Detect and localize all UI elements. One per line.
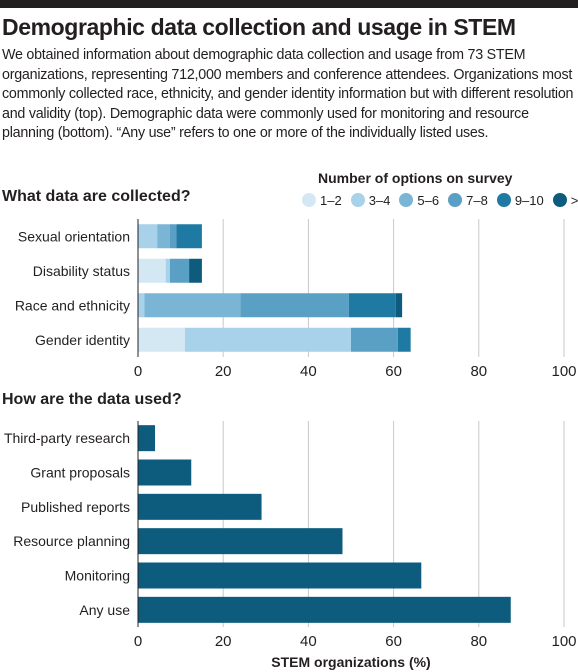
x-tick-label: 100 [551,633,576,650]
bar-segment [138,327,185,352]
bar-segment [397,327,411,352]
legend-item: 5–6 [399,193,439,208]
bar-segment [169,224,177,249]
bar [138,425,156,452]
bar-segment [348,293,396,318]
description: We obtained information about demographi… [2,47,574,142]
bottom-chart-title: How are the data used? [2,391,182,408]
bar-segment [351,327,398,352]
category-label: Monitoring [65,568,130,584]
x-tick-label: 80 [470,633,487,650]
x-tick-label: 20 [215,363,232,380]
x-tick-label: 60 [385,363,402,380]
category-label: Third-party research [4,430,130,446]
bar-segment [157,224,170,249]
category-label: Grant proposals [30,465,130,481]
legend-swatch [350,193,365,207]
bar [138,528,343,555]
legend-item: 1–2 [302,193,342,208]
legend-label: 1–2 [320,192,342,208]
x-tick-label: 80 [470,363,487,380]
legend-swatch [399,193,414,207]
bar-segment [184,327,351,352]
x-axis-label: STEM organizations (%) [271,654,431,670]
legend-swatch [496,193,511,207]
x-tick-label: 40 [300,363,317,380]
legend-label: 9–10 [514,192,544,208]
bar-segment [138,293,145,318]
legend-swatch [448,193,463,207]
top-chart-title: What data are collected? [2,188,191,205]
bar-segment [144,293,241,318]
bar [138,562,422,589]
x-tick-label: 20 [215,633,232,650]
category-label: Disability status [33,263,130,279]
bar-segment [138,224,158,249]
bar [138,493,262,520]
legend-item: 7–8 [448,193,488,208]
bar-segment [189,258,202,283]
x-tick-label: 40 [300,633,317,650]
category-label: Any use [79,602,130,618]
x-tick-label: 0 [134,363,142,380]
x-tick-label: 100 [551,363,576,380]
legend-label: >10 [570,192,578,208]
page-title: Demographic data collection and usage in… [2,14,516,40]
legend-item: >10 [552,192,578,208]
legend-label: 5–6 [417,192,440,208]
category-label: Resource planning [13,533,130,549]
category-label: Gender identity [35,332,130,348]
bar-segment [138,258,166,283]
bar-segment [176,224,202,249]
bar-segment [165,258,170,283]
bar-segment [395,293,403,318]
legend-title: Number of options on survey [318,170,513,186]
legend-label: 7–8 [466,192,488,208]
bar [138,596,511,623]
x-tick-label: 0 [134,633,142,650]
legend-item: 9–10 [496,192,544,208]
category-label: Race and ethnicity [15,297,130,313]
legend-swatch [302,193,316,207]
title-rule [0,0,578,8]
legend-item: 3–4 [350,192,391,208]
category-label: Published reports [21,499,130,515]
legend: 1–2 3–4 5–6 7–8 9–10 >10 [302,190,578,210]
bar-segment [240,293,349,318]
category-label: Sexual orientation [18,228,130,244]
bar-segment [169,258,190,283]
x-tick-label: 60 [385,633,402,650]
legend-label: 3–4 [368,192,391,208]
bar [138,459,192,486]
legend-swatch [552,193,567,207]
